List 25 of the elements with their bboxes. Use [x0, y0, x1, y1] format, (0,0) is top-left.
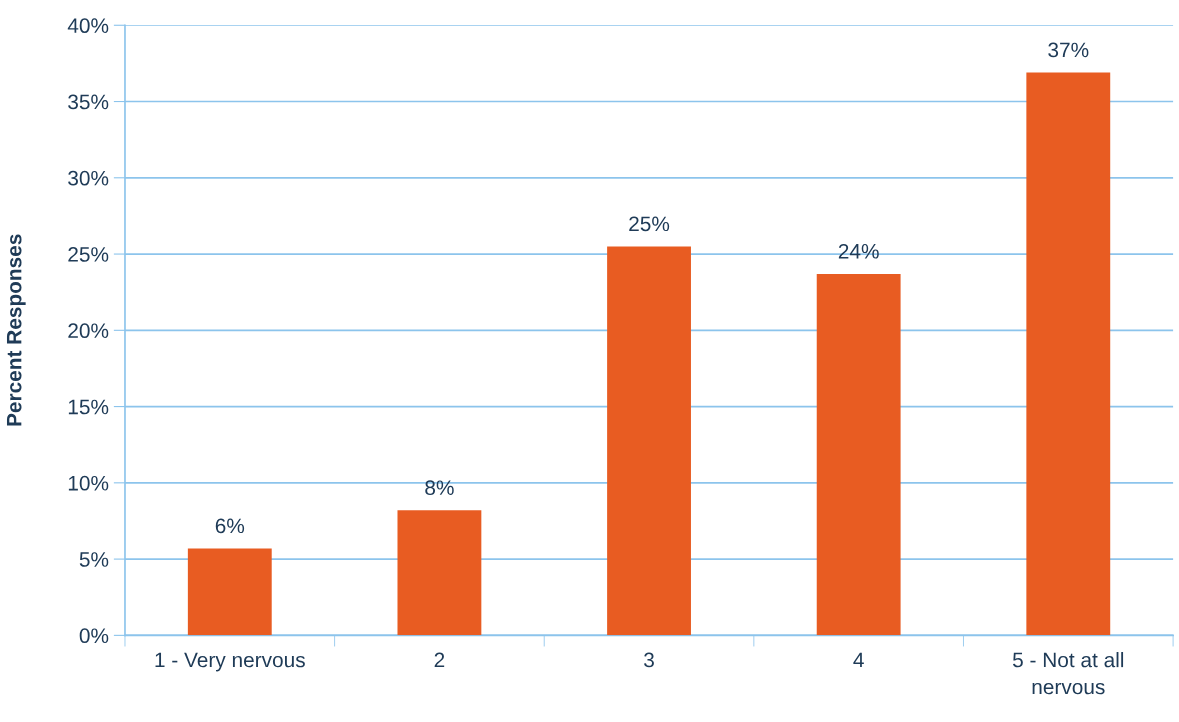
- data-label: 6%: [215, 518, 245, 534]
- y-tick-label: 20%: [68, 323, 109, 339]
- x-tick-label: 2: [434, 652, 445, 668]
- data-label: 25%: [629, 216, 670, 232]
- x-tick-label: 1 - Very nervous: [155, 652, 305, 672]
- bar: [607, 246, 691, 636]
- y-tick-label: 40%: [67, 18, 109, 34]
- y-tick-label: 10%: [68, 475, 109, 491]
- y-axis-title: Percent Responses: [6, 234, 26, 426]
- y-tick-label: 5%: [79, 552, 109, 567]
- y-tick-label: 0%: [79, 628, 109, 644]
- x-tick-label: 3: [644, 652, 654, 668]
- data-label: 8%: [425, 480, 454, 496]
- y-tick-label: 25%: [68, 247, 109, 262]
- y-tick-label: 15%: [68, 399, 109, 415]
- x-tick-label: 5 - Not at all nervous: [1012, 652, 1124, 695]
- x-tick-label: 4: [853, 652, 864, 668]
- y-tick-label: 30%: [68, 170, 109, 186]
- data-label: 37%: [1048, 42, 1089, 58]
- bar: [1026, 72, 1111, 636]
- bar: [397, 510, 482, 636]
- data-label: 24%: [838, 243, 879, 259]
- bar: [816, 273, 901, 636]
- bar: [187, 548, 272, 636]
- y-tick-label: 35%: [68, 94, 109, 110]
